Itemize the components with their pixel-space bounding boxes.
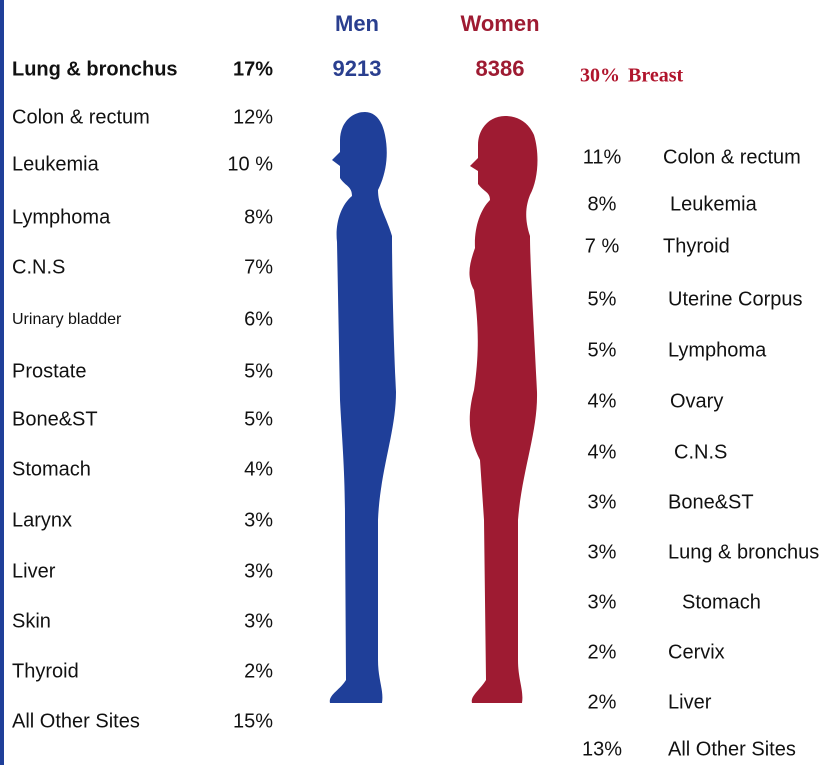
women-site-name: Ovary bbox=[670, 390, 723, 412]
women-site-name: Leukemia bbox=[670, 193, 758, 215]
men-site-percent: 15% bbox=[233, 710, 273, 732]
men-site-name: C.N.S bbox=[12, 256, 65, 278]
women-site-name: Bone&ST bbox=[668, 491, 754, 513]
men-site-name: Leukemia bbox=[12, 153, 100, 175]
women-site-name: Lymphoma bbox=[668, 339, 767, 361]
men-site-name: Lymphoma bbox=[12, 206, 111, 228]
women-total: 8386 bbox=[476, 56, 525, 81]
men-site-name: Urinary bladder bbox=[12, 311, 122, 328]
women-site-name: Thyroid bbox=[663, 235, 730, 257]
men-site-name: Liver bbox=[12, 560, 56, 582]
men-site-percent: 3% bbox=[244, 560, 273, 582]
men-site-name: Lung & bronchus bbox=[12, 58, 178, 80]
women-site-percent: 3% bbox=[588, 591, 617, 613]
women-site-percent: 8% bbox=[588, 193, 617, 215]
women-site-percent: 11% bbox=[583, 146, 622, 168]
men-site-percent: 5% bbox=[244, 360, 273, 382]
women-site-percent: 5% bbox=[588, 288, 617, 310]
women-site-percent: 7 % bbox=[585, 235, 620, 257]
men-site-name: Skin bbox=[12, 610, 51, 632]
women-site-name: C.N.S bbox=[674, 441, 727, 463]
men-site-percent: 6% bbox=[244, 308, 273, 330]
men-site-percent: 8% bbox=[244, 206, 273, 228]
women-site-percent: 4% bbox=[588, 390, 617, 412]
women-site-percent: 2% bbox=[588, 691, 617, 713]
men-site-name: Bone&ST bbox=[12, 408, 98, 430]
women-site-percent: 13% bbox=[582, 738, 622, 760]
men-site-percent: 4% bbox=[244, 458, 273, 480]
women-site-name: All Other Sites bbox=[668, 738, 796, 760]
men-site-percent: 7% bbox=[244, 256, 273, 278]
women-label: Women bbox=[460, 11, 539, 36]
men-site-name: Thyroid bbox=[12, 660, 79, 682]
men-label: Men bbox=[335, 11, 379, 36]
men-site-name: Colon & rectum bbox=[12, 106, 150, 128]
men-site-name: All Other Sites bbox=[12, 710, 140, 732]
men-site-percent: 12% bbox=[233, 106, 273, 128]
women-site-percent: 5% bbox=[588, 339, 617, 361]
women-site-name: Liver bbox=[668, 691, 712, 713]
men-site-name: Prostate bbox=[12, 360, 86, 382]
women-site-percent: 3% bbox=[588, 541, 617, 563]
infographic: Men 9213 Women 8386 Lung & bronchus 17% Co… bbox=[0, 0, 835, 765]
women-site-name: Lung & bronchus bbox=[668, 541, 819, 563]
women-site-percent: 3% bbox=[588, 491, 617, 513]
men-site-percent: 3% bbox=[244, 509, 273, 531]
men-site-percent: 17% bbox=[233, 58, 273, 80]
men-site-name: Larynx bbox=[12, 509, 72, 531]
women-site-percent: 4% bbox=[588, 441, 617, 463]
men-site-name: Stomach bbox=[12, 458, 91, 480]
women-site-name: Uterine Corpus bbox=[668, 288, 803, 310]
men-site-percent: 5% bbox=[244, 408, 273, 430]
men-site-percent: 2% bbox=[244, 660, 273, 682]
women-site-name: Stomach bbox=[682, 591, 761, 613]
women-site-name: Colon & rectum bbox=[663, 146, 801, 168]
women-site-percent: 30% bbox=[580, 65, 620, 87]
side-bar bbox=[0, 0, 4, 765]
women-site-name: Cervix bbox=[668, 641, 725, 663]
men-site-percent: 3% bbox=[244, 610, 273, 632]
men-total: 9213 bbox=[333, 56, 382, 81]
women-site-percent: 2% bbox=[588, 641, 617, 663]
women-site-name: Breast bbox=[628, 65, 684, 87]
men-site-percent: 10 % bbox=[227, 153, 273, 175]
